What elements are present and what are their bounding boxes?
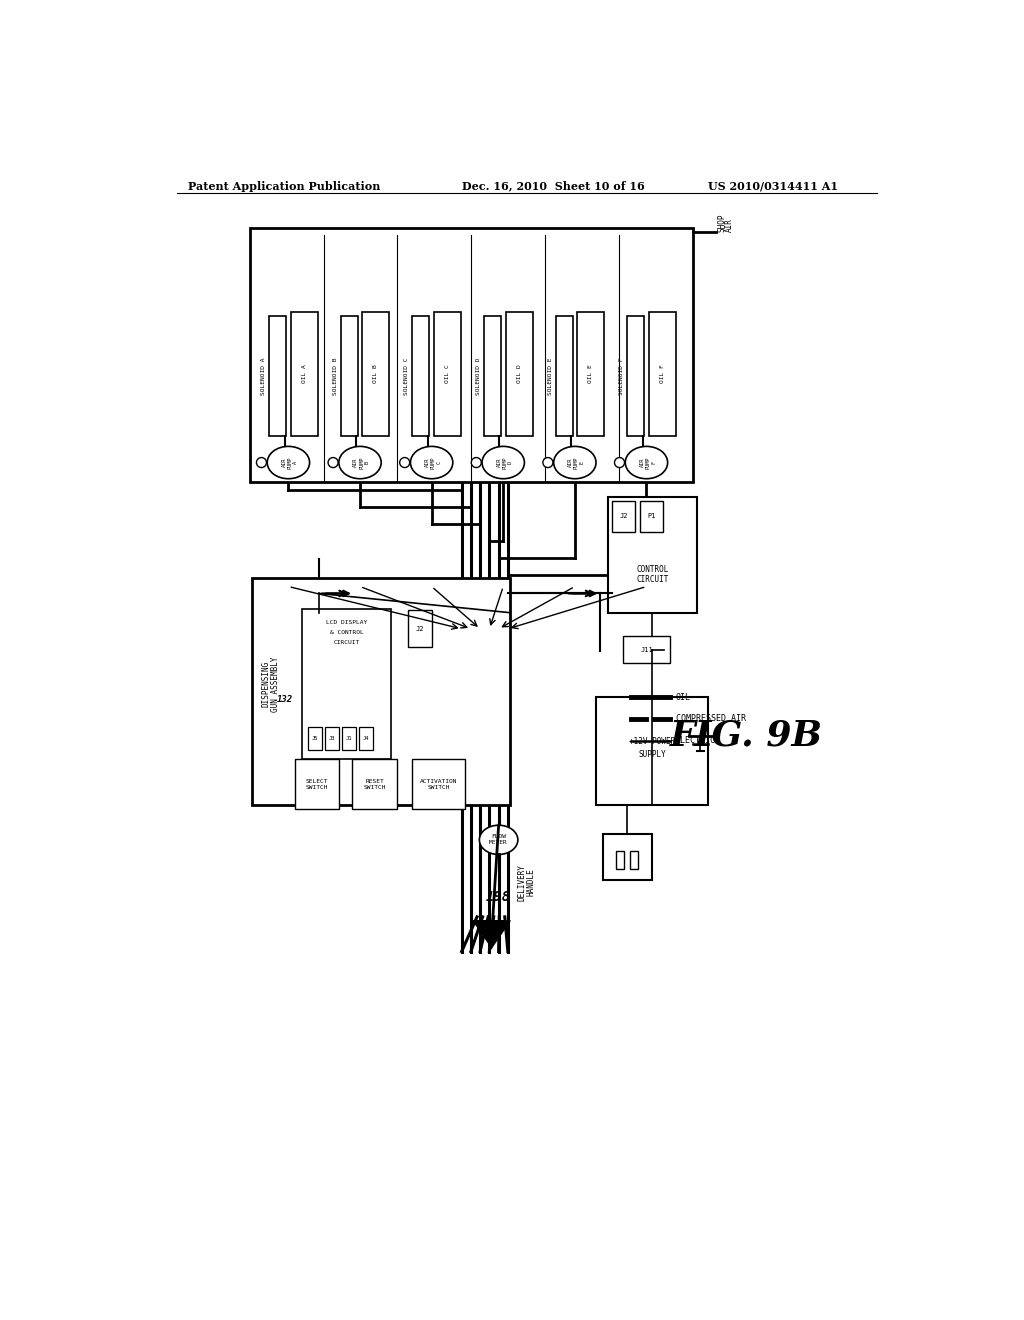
Bar [362, 313, 389, 436]
Text: DISPENSING: DISPENSING [261, 661, 270, 708]
Bar [556, 317, 572, 436]
Bar [602, 834, 652, 880]
Bar [302, 609, 391, 759]
Ellipse shape [267, 446, 309, 479]
Polygon shape [473, 921, 510, 948]
Text: J11: J11 [640, 647, 653, 652]
Bar [631, 850, 638, 869]
Ellipse shape [339, 446, 381, 479]
Text: SOLENOID F: SOLENOID F [620, 358, 625, 395]
Bar [326, 726, 339, 750]
Text: DELIVERY: DELIVERY [517, 863, 526, 900]
Bar [342, 726, 356, 750]
Text: SOLENOID D: SOLENOID D [476, 358, 481, 395]
Text: AIR
PUMP
F: AIR PUMP F [640, 457, 656, 469]
Bar [269, 317, 286, 436]
Text: SOLENOID A: SOLENOID A [261, 358, 266, 395]
Text: ELECTRIC: ELECTRIC [676, 737, 716, 744]
Text: OIL C: OIL C [444, 364, 450, 383]
Bar [295, 759, 339, 809]
Text: SOLENOID E: SOLENOID E [548, 358, 553, 395]
Bar [308, 726, 323, 750]
Text: J1: J1 [346, 735, 352, 741]
Bar [352, 759, 397, 809]
Bar [624, 636, 670, 663]
Text: OIL D: OIL D [516, 364, 521, 383]
Text: 132: 132 [278, 694, 294, 704]
Ellipse shape [256, 458, 266, 467]
Ellipse shape [328, 458, 338, 467]
Bar [596, 697, 708, 805]
Bar [616, 850, 625, 869]
Text: SELECT
SWITCH: SELECT SWITCH [305, 779, 328, 789]
Text: J5: J5 [312, 735, 318, 741]
Text: CONTROL
CIRCUIT: CONTROL CIRCUIT [636, 565, 669, 583]
Bar [250, 228, 692, 482]
Text: AIR
PUMP
B: AIR PUMP B [353, 457, 370, 469]
Text: FIG. 9B: FIG. 9B [670, 719, 823, 752]
Bar [252, 578, 510, 805]
Text: SHOP: SHOP [718, 213, 726, 231]
Ellipse shape [614, 458, 625, 467]
Text: AIR
PUMP
A: AIR PUMP A [282, 457, 298, 469]
Text: P1: P1 [647, 513, 656, 520]
Text: OIL B: OIL B [374, 364, 378, 383]
Text: AIR
PUMP
E: AIR PUMP E [568, 457, 585, 469]
Text: OIL E: OIL E [588, 364, 593, 383]
Text: J2: J2 [620, 513, 628, 520]
Text: AIR
PUMP
C: AIR PUMP C [425, 457, 441, 469]
Text: CIRCUIT: CIRCUIT [334, 640, 359, 645]
Bar [608, 498, 696, 612]
Ellipse shape [411, 446, 453, 479]
Text: ACTIVATION
SWITCH: ACTIVATION SWITCH [420, 779, 458, 789]
Ellipse shape [626, 446, 668, 479]
Text: OIL F: OIL F [659, 364, 665, 383]
Text: +12V POWER: +12V POWER [629, 737, 676, 746]
Ellipse shape [479, 825, 518, 854]
Text: 198: 198 [486, 890, 511, 904]
Text: SOLENOID C: SOLENOID C [404, 358, 410, 395]
Text: Dec. 16, 2010  Sheet 10 of 16: Dec. 16, 2010 Sheet 10 of 16 [462, 181, 644, 191]
Text: J4: J4 [362, 735, 370, 741]
Bar [408, 610, 432, 647]
Text: OIL A: OIL A [302, 364, 307, 383]
Bar [291, 313, 317, 436]
Text: J2: J2 [416, 626, 424, 632]
Text: Patent Application Publication: Patent Application Publication [188, 181, 381, 191]
Ellipse shape [543, 458, 553, 467]
Bar [628, 317, 644, 436]
Text: & CONTROL: & CONTROL [330, 630, 364, 635]
Text: SOLENOID B: SOLENOID B [333, 358, 338, 395]
Bar [649, 313, 676, 436]
Bar [506, 313, 532, 436]
Text: AIR
PUMP
D: AIR PUMP D [497, 457, 513, 469]
Bar [640, 502, 664, 532]
Text: AIR: AIR [725, 218, 734, 231]
Ellipse shape [554, 446, 596, 479]
Bar [611, 502, 635, 532]
Ellipse shape [399, 458, 410, 467]
Text: RESET
SWITCH: RESET SWITCH [364, 779, 386, 789]
Bar [413, 317, 429, 436]
Bar [359, 726, 373, 750]
Text: HANDLE: HANDLE [526, 869, 536, 896]
Bar [484, 317, 501, 436]
Bar [578, 313, 604, 436]
Bar [341, 317, 357, 436]
Bar [413, 759, 465, 809]
Text: COMPRESSED AIR: COMPRESSED AIR [676, 714, 745, 723]
Ellipse shape [471, 458, 481, 467]
Text: FLOW
METER: FLOW METER [489, 834, 508, 845]
Text: GUN ASSEMBLY: GUN ASSEMBLY [270, 656, 280, 711]
Bar [434, 313, 461, 436]
Text: US 2010/0314411 A1: US 2010/0314411 A1 [708, 181, 838, 191]
Text: OIL: OIL [676, 693, 691, 702]
Text: LCD DISPLAY: LCD DISPLAY [326, 620, 368, 626]
Text: J3: J3 [329, 735, 336, 741]
Text: SUPPLY: SUPPLY [638, 751, 666, 759]
Ellipse shape [482, 446, 524, 479]
